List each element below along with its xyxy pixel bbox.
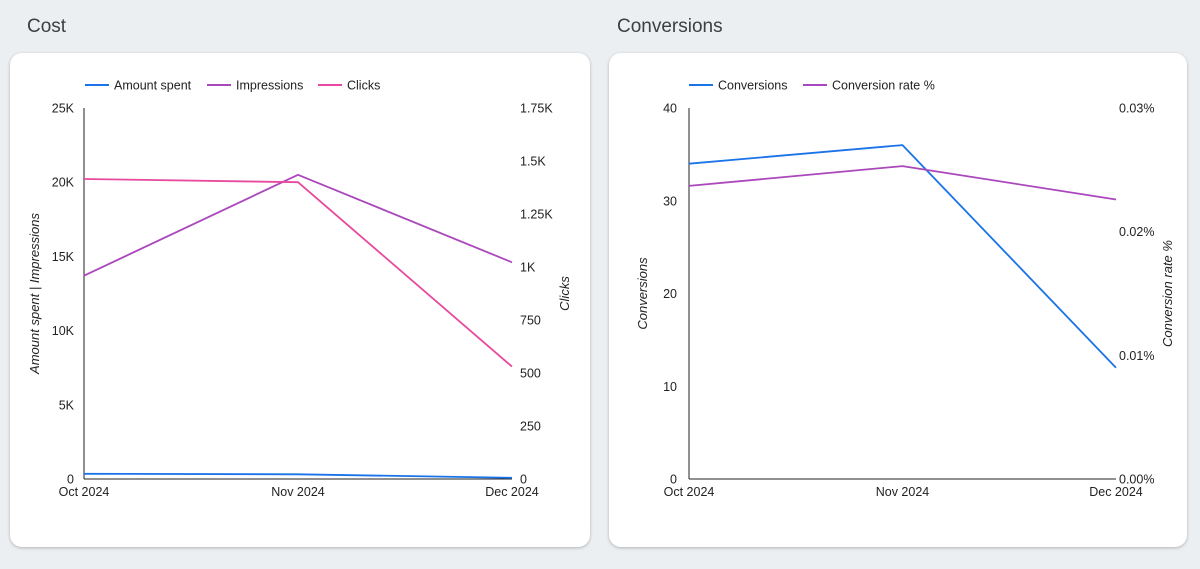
y-right-tick-label: 1.75K	[520, 102, 553, 116]
y-right-tick-label: 0.02%	[1119, 225, 1154, 239]
y-right-tick-label: 750	[520, 314, 541, 328]
legend-label: Impressions	[236, 79, 303, 93]
cost-section-title: Cost	[27, 16, 67, 37]
y-left-tick-label: 0	[670, 473, 677, 487]
x-tick-label: Dec 2024	[1089, 485, 1143, 499]
series-line-clicks[interactable]	[83, 178, 513, 368]
y-left-tick-label: 30	[663, 194, 677, 208]
y-right-tick-label: 0.03%	[1119, 102, 1154, 116]
y-right-tick-label: 0	[520, 473, 527, 487]
legend-item-impressions[interactable]: Impressions	[207, 79, 303, 93]
y-left-tick-label: 10K	[52, 324, 75, 338]
legend-label: Amount spent	[114, 79, 192, 93]
y-right-tick-label: 1K	[520, 261, 536, 275]
cost-chart: Amount spent Impressions Clicks 0 5K 10K 15K 20…	[27, 79, 572, 500]
cost-chart-card: Amount spent Impressions Clicks 0 5K 10K 15K 20…	[10, 53, 590, 547]
x-tick-label: Oct 2024	[59, 485, 110, 499]
legend-item-clicks[interactable]: Clicks	[318, 79, 380, 93]
x-tick-label: Dec 2024	[485, 485, 539, 499]
y-right-tick-label: 1.5K	[520, 155, 546, 169]
conversions-section-title: Conversions	[617, 16, 723, 37]
legend-label: Clicks	[347, 79, 380, 93]
y-left-tick-label: 20	[663, 287, 677, 301]
series-line-conversion-rate[interactable]	[688, 165, 1117, 201]
y-left-tick-label: 5K	[59, 398, 75, 412]
legend-item-conversions[interactable]: Conversions	[689, 79, 787, 93]
y-left-tick-label: 20K	[52, 176, 75, 190]
series-line-amount-spent[interactable]	[83, 472, 513, 479]
legend-item-conversion-rate[interactable]: Conversion rate %	[803, 79, 935, 93]
x-tick-label: Nov 2024	[271, 485, 325, 499]
legend-label: Conversions	[718, 79, 787, 93]
y-left-tick-label: 15K	[52, 250, 75, 264]
conversions-chart-card: Conversions Conversion rate % 0 10 20 30 40 0.0…	[609, 53, 1187, 547]
x-tick-label: Oct 2024	[664, 485, 715, 499]
x-tick-label: Nov 2024	[876, 485, 930, 499]
y-left-tick-label: 25K	[52, 102, 75, 116]
y-right-axis-title: Conversion rate %	[1160, 240, 1175, 347]
y-left-tick-label: 0	[67, 473, 74, 487]
legend-item-amount-spent[interactable]: Amount spent	[85, 79, 192, 93]
y-right-tick-label: 250	[520, 420, 541, 434]
y-left-tick-label: 40	[663, 102, 677, 116]
conversions-chart: Conversions Conversion rate % 0 10 20 30 40 0.0…	[635, 79, 1175, 500]
y-left-axis-title: Conversions	[635, 257, 650, 330]
y-left-tick-label: 10	[663, 380, 677, 394]
y-right-tick-label: 500	[520, 367, 541, 381]
y-right-tick-label: 0.01%	[1119, 349, 1154, 363]
y-left-axis-title: Amount spent | Impressions	[27, 213, 42, 375]
y-right-tick-label: 0.00%	[1119, 473, 1154, 487]
series-line-conversions[interactable]	[688, 144, 1117, 369]
legend-label: Conversion rate %	[832, 79, 935, 93]
y-right-tick-label: 1.25K	[520, 208, 553, 222]
series-line-impressions[interactable]	[83, 173, 513, 277]
y-right-axis-title: Clicks	[557, 276, 572, 311]
